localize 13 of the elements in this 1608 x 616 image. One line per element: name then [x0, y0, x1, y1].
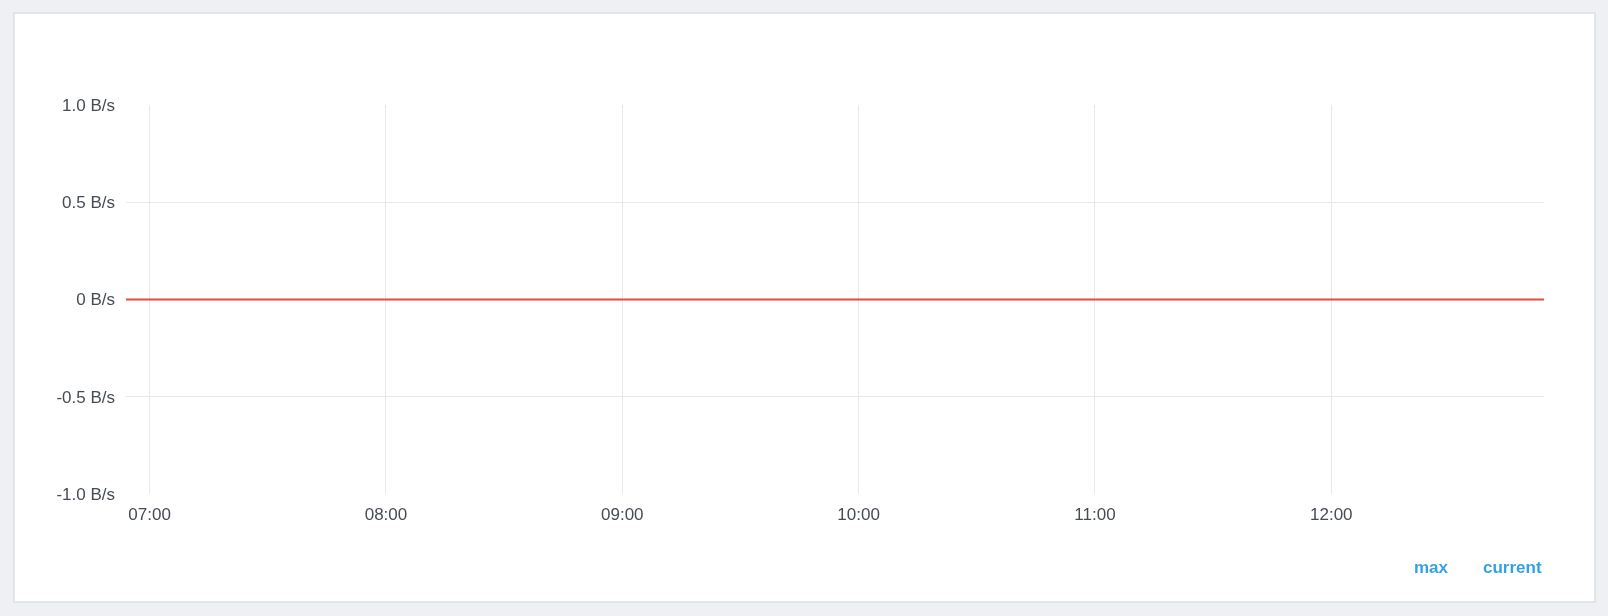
y-tick-label: 0.5 B/s: [62, 193, 115, 213]
y-tick-label: 1.0 B/s: [62, 95, 115, 115]
x-tick-label: 07:00: [128, 505, 171, 524]
y-tick-label: -1.0 B/s: [56, 484, 115, 504]
x-tick-label: 08:00: [364, 505, 408, 524]
x-tick-label: 09:00: [601, 505, 644, 524]
x-tick-label: 12:00: [1310, 505, 1353, 524]
y-tick-label: -0.5 B/s: [56, 387, 115, 407]
y-tick-label: 0 B/s: [76, 290, 115, 310]
text: max: [1414, 558, 1449, 577]
text: current: [1483, 558, 1542, 577]
x-tick-label: 10:00: [837, 505, 880, 524]
x-tick-label: 11:00: [1074, 505, 1116, 524]
